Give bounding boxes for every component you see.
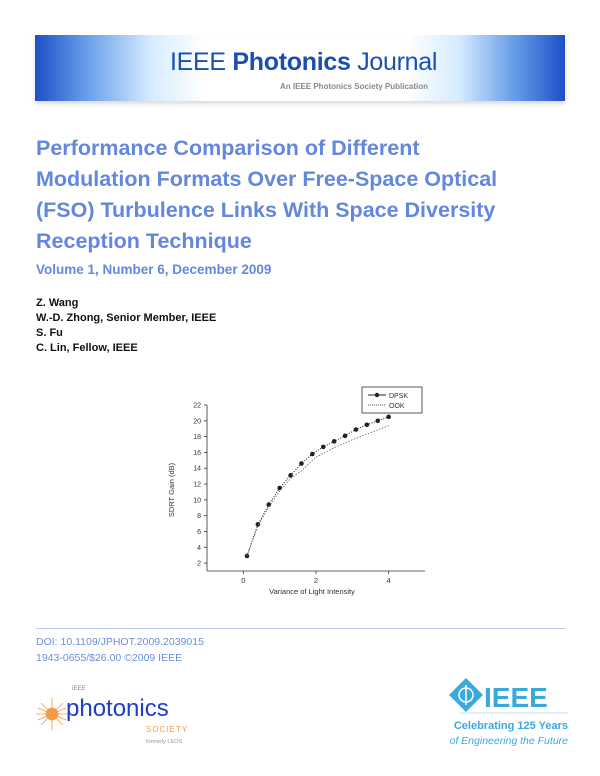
series-dpsk-line [246,416,389,557]
author: W.-D. Zhong, Senior Member, IEEE [36,312,217,324]
author: C. Lin, Fellow, IEEE [36,342,138,354]
author-list: Z. Wang W.-D. Zhong, Senior Member, IEEE… [36,296,576,356]
dpsk-point [277,485,282,491]
starburst-icon [36,698,68,730]
author: Z. Wang [36,297,79,309]
issn-copyright: 1943-0655/$26.00 ©2009 IEEE [36,652,183,664]
dpsk-point [310,451,315,457]
dpsk-point [288,473,293,478]
ieee-tagline-1: Celebrating 125 Years [454,720,568,732]
dpsk-point [331,439,337,444]
x-axis-label: Variance of Light Intensity [269,587,355,596]
doi: DOI: 10.1109/JPHOT.2009.2039015 [36,636,204,648]
figure-chart: 0 2 4 2 4 6 8 10 12 14 16 18 20 22 DPSK OOK Variance … [167,386,425,596]
legend: DPSK OOK [361,386,423,414]
ieee-tagline-2: of Engineering the Future [450,735,569,747]
journal-title: IEEE Photonics Journal [170,47,437,77]
y-tick-label: 10 [193,497,201,504]
y-tick-label: 16 [193,450,201,457]
journal-subtitle: An IEEE Photonics Society Publication [280,82,429,91]
y-axis-label: SDRT Gain (dB) [167,462,176,517]
dpsk-point [244,553,250,559]
dpsk-point [299,461,304,466]
x-tick-label: 4 [387,576,391,585]
y-tick-label: 22 [193,403,201,410]
legend-box [361,386,423,414]
logo-society: SOCIETY [146,725,188,734]
dpsk-point [364,422,370,428]
legend-dpsk-marker [374,392,380,398]
author: S. Fu [36,327,63,339]
x-tick-label: 0 [241,576,245,585]
y-tick-label: 6 [197,529,201,536]
article-header: Performance Comparison of Different Modu… [36,133,576,356]
legend-ook-label: OOK [389,403,405,410]
ieee-logo: IEEE Celebrating 125 Years of Engineerin… [449,678,569,747]
dpsk-point [266,502,272,507]
paper-title: Performance Comparison of Different Modu… [36,136,498,253]
logo-ieee-small: IEEE [72,686,86,692]
banner-journal: Journal [350,48,438,76]
y-tick-label: 14 [193,466,201,473]
dpsk-point [342,433,348,439]
banner-photonics: Photonics [232,48,351,76]
logo-photonics: photonics [66,695,169,722]
y-tick-label: 18 [193,434,201,441]
journal-banner: IEEE Photonics Journal An IEEE Photonics… [35,35,565,101]
dpsk-point [353,427,359,432]
x-tick-label: 2 [314,576,318,585]
photonics-society-logo: IEEE photonics SOCIETY formerly LEOS [36,686,188,745]
dpsk-point [375,418,381,424]
y-tick-label: 12 [193,482,201,489]
series-ook-line [246,425,389,557]
y-tick-label: 8 [197,513,201,520]
banner-ieee: IEEE [170,48,233,76]
legend-dpsk-label: DPSK [389,393,408,400]
dpsk-point [255,522,261,527]
footer-divider [36,628,566,629]
ieee-wordmark: IEEE [484,682,548,713]
y-tick-label: 20 [193,418,201,425]
y-tick-label: 4 [197,545,201,552]
dpsk-point [320,444,326,450]
dpsk-point [386,414,391,420]
ieee-diamond-icon [449,678,483,712]
logo-formerly: formerly LEOS [146,739,182,745]
y-tick-label: 2 [197,561,201,568]
volume-info: Volume 1, Number 6, December 2009 [36,262,272,277]
